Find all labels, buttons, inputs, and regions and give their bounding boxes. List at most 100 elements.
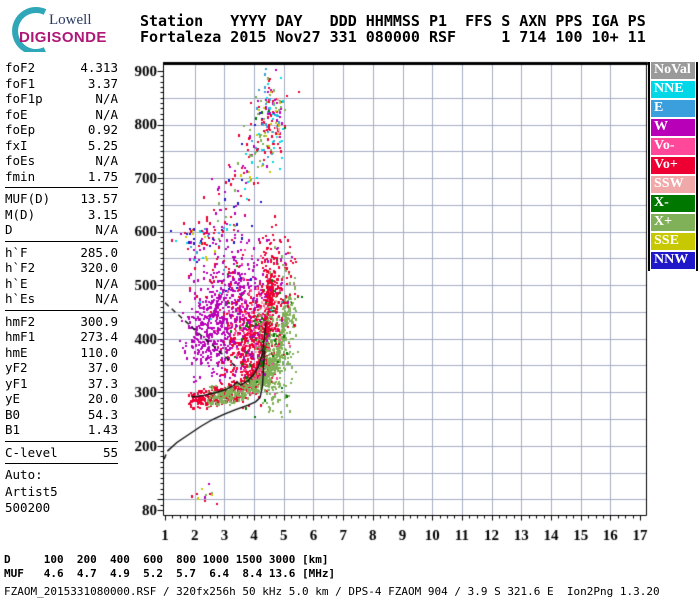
param-value: 37.3 — [87, 375, 118, 391]
param-label: h`E — [5, 275, 28, 291]
param-value: N/A — [95, 91, 118, 106]
header-line-1: Station YYYY DAY DDD HHMMSS P1 FFS S AXN… — [140, 12, 646, 30]
param-row-foe: foE N/A — [5, 107, 118, 123]
param-value: N/A — [95, 106, 118, 122]
param-value: 110.0 — [80, 344, 118, 360]
param-label: fmin — [5, 168, 36, 184]
param-row-hes: h`Es N/A — [5, 291, 118, 307]
param-value: 37.0 — [87, 360, 118, 375]
param-label: foE — [5, 106, 28, 122]
param-row-fxi: fxI 5.25 — [5, 138, 118, 154]
param-label: foEs — [5, 153, 36, 168]
param-label: Artist5 — [5, 483, 58, 499]
digisonde-logo: Lowell DIGISONDE — [8, 4, 133, 54]
param-group: hmF2 300.9 hmF1 273.4 hmE 110.0 yF2 37.0 yF1 37.3… — [5, 309, 118, 438]
legend-item-vo: Vo- — [651, 138, 695, 155]
param-group: MUF(D) 13.57 M(D) 3.15 D N/A — [5, 187, 118, 238]
parameter-panel: foF2 4.313 foF1 3.37 foF1p N/A foE N/A foEp 0.92 f… — [5, 60, 118, 517]
legend-item-nnw: NNW — [651, 252, 695, 269]
param-label: foF1p — [5, 91, 43, 106]
param-row-artist5: Artist5 — [5, 484, 118, 501]
param-row-md: M(D) 3.15 — [5, 207, 118, 223]
param-label: Auto: — [5, 467, 43, 482]
param-row-fmin: fmin 1.75 — [5, 169, 118, 185]
param-row-hmf2: hmF2 300.9 — [5, 314, 118, 330]
param-value: 3.37 — [87, 75, 118, 91]
param-row-fof2: foF2 4.313 — [5, 60, 118, 76]
param-label: h`Es — [5, 291, 36, 306]
param-row-500200: 500200 — [5, 500, 118, 517]
param-label: h`F2 — [5, 260, 36, 275]
param-value: 320.0 — [80, 260, 118, 275]
legend-item-nne: NNE — [651, 81, 695, 98]
doppler-legend: NoVal NNE E W Vo- Vo+ SSW X- X+ SSE NNW — [648, 62, 698, 271]
param-row-he: h`E N/A — [5, 276, 118, 292]
param-row-b1: B1 1.43 — [5, 422, 118, 438]
param-row-fof1p: foF1p N/A — [5, 91, 118, 107]
param-value: 1.43 — [87, 422, 118, 437]
param-value: 273.4 — [80, 329, 118, 344]
param-label: foF1 — [5, 75, 36, 91]
param-label: yE — [5, 391, 21, 406]
param-value: N/A — [95, 222, 118, 237]
param-row-hme: hmE 110.0 — [5, 345, 118, 361]
legend-item-noval: NoVal — [651, 62, 695, 79]
param-group: C-level 55 — [5, 440, 118, 461]
legend-item-ssw: SSW — [651, 176, 695, 193]
status-line: FZAOM_2015331080000.RSF / 320fx256h 50 k… — [4, 585, 660, 598]
param-value: 13.57 — [80, 191, 118, 206]
param-label: foF2 — [5, 60, 36, 75]
param-row-hmf1: hmF1 273.4 — [5, 329, 118, 345]
param-label: fxI — [5, 137, 28, 153]
param-group: foF2 4.313 foF1 3.37 foF1p N/A foE N/A foEp 0.92 f… — [5, 60, 118, 184]
param-label: h`F — [5, 244, 28, 260]
param-value: N/A — [95, 275, 118, 291]
param-value: 5.25 — [87, 137, 118, 153]
param-label: foEp — [5, 122, 36, 137]
param-label: D — [5, 222, 13, 237]
param-label: 500200 — [5, 500, 51, 515]
param-row-foep: foEp 0.92 — [5, 122, 118, 138]
legend-item-x: X+ — [651, 214, 695, 231]
legend-item-vo: Vo+ — [651, 157, 695, 174]
param-row-auto: Auto: — [5, 467, 118, 484]
param-row-foes: foEs N/A — [5, 153, 118, 169]
param-row-ye: yE 20.0 — [5, 391, 118, 407]
param-row-b0: B0 54.3 — [5, 407, 118, 423]
legend-item-x: X- — [651, 195, 695, 212]
param-label: C-level — [5, 444, 58, 460]
param-label: B0 — [5, 406, 21, 422]
param-row-hf2: h`F2 320.0 — [5, 260, 118, 276]
param-label: hmF1 — [5, 329, 36, 344]
legend-item-e: E — [651, 100, 695, 117]
logo-digisonde-text: DIGISONDE — [19, 29, 107, 46]
param-row-d: D N/A — [5, 222, 118, 238]
param-label: MUF(D) — [5, 191, 51, 206]
param-value: 3.15 — [87, 206, 118, 222]
param-row-fof1: foF1 3.37 — [5, 76, 118, 92]
param-value: 54.3 — [87, 406, 118, 422]
param-label: M(D) — [5, 206, 36, 222]
param-label: B1 — [5, 422, 21, 437]
param-label: hmE — [5, 344, 28, 360]
param-value: 1.75 — [87, 168, 118, 184]
distance-row: D 100 200 400 600 800 1000 1500 3000 [km… — [4, 553, 329, 566]
param-row-yf1: yF1 37.3 — [5, 376, 118, 392]
param-row-hf: h`F 285.0 — [5, 245, 118, 261]
param-value: N/A — [95, 291, 118, 306]
param-value: 55 — [102, 444, 118, 460]
param-value: 285.0 — [80, 244, 118, 260]
param-label: yF2 — [5, 360, 28, 375]
param-group: Auto: Artist5 500200 — [5, 463, 118, 517]
param-label: hmF2 — [5, 313, 36, 329]
param-value: 20.0 — [87, 391, 118, 406]
logo-arc-icon — [12, 7, 47, 52]
legend-item-sse: SSE — [651, 233, 695, 250]
legend-item-w: W — [651, 119, 695, 136]
param-label: yF1 — [5, 375, 28, 391]
param-value: 4.313 — [80, 60, 118, 75]
param-value: 0.92 — [87, 122, 118, 137]
param-row-yf2: yF2 37.0 — [5, 360, 118, 376]
